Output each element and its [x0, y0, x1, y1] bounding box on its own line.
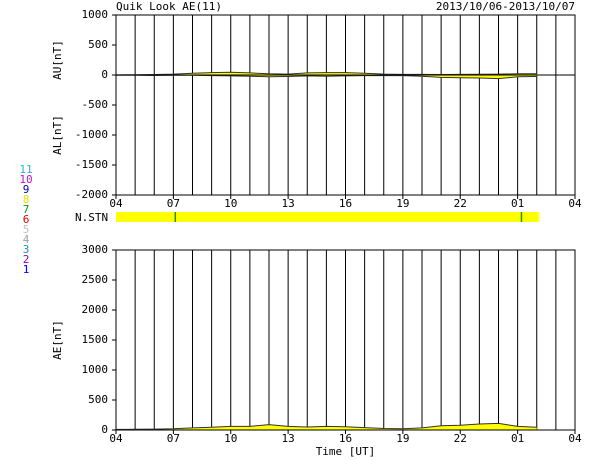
- y-axis-label: AL[nT]: [51, 115, 64, 155]
- x-axis-label: Time [UT]: [316, 445, 376, 458]
- y-tick-label: 2000: [82, 303, 109, 316]
- area-fill: [116, 75, 537, 79]
- y-axis-label: AU[nT]: [51, 40, 64, 80]
- station-legend-item: 9: [23, 183, 30, 196]
- y-tick-label: -500: [82, 98, 109, 111]
- station-legend-item: 2: [23, 253, 30, 266]
- y-tick-label: 500: [88, 393, 108, 406]
- x-tick-label: 04: [568, 197, 582, 210]
- plot-border: [115, 249, 576, 431]
- station-legend-item: 10: [19, 173, 32, 186]
- y-tick-label: 500: [88, 38, 108, 51]
- x-tick-label: 10: [224, 197, 237, 210]
- y-tick-label: -1000: [75, 128, 108, 141]
- x-tick-label: 01: [511, 197, 524, 210]
- chart-subtitle: 2013/10/06-2013/10/07: [436, 0, 575, 13]
- x-tick-label: 04: [109, 197, 123, 210]
- station-legend-item: 5: [23, 223, 30, 236]
- y-tick-label: 2500: [82, 273, 109, 286]
- x-tick-label: 01: [511, 432, 524, 445]
- x-tick-label: 19: [396, 197, 409, 210]
- x-tick-label: 22: [454, 197, 467, 210]
- area-fill: [116, 72, 537, 75]
- x-tick-label: 13: [282, 197, 295, 210]
- y-tick-label: 1500: [82, 333, 109, 346]
- station-legend-item: 6: [23, 213, 30, 226]
- station-legend-item: 8: [23, 193, 30, 206]
- y-tick-label: 0: [101, 423, 108, 436]
- y-tick-label: 3000: [82, 243, 109, 256]
- station-legend-item: 4: [23, 233, 30, 246]
- station-legend-item: 1: [23, 263, 30, 276]
- chart-title: Quik Look AE(11): [116, 0, 222, 13]
- x-tick-label: 22: [454, 432, 467, 445]
- plot-border: [115, 14, 576, 196]
- y-tick-label: 1000: [82, 8, 109, 21]
- nstn-label: N.STN: [75, 211, 108, 224]
- x-tick-label: 04: [568, 432, 582, 445]
- x-tick-label: 16: [339, 197, 352, 210]
- x-tick-label: 13: [282, 432, 295, 445]
- x-tick-label: 07: [167, 197, 180, 210]
- nstn-bar: [116, 212, 539, 222]
- area-line: [115, 422, 537, 430]
- y-tick-label: -2000: [75, 188, 108, 201]
- station-legend-item: 11: [19, 163, 32, 176]
- y-tick-label: 0: [101, 68, 108, 81]
- x-tick-label: 10: [224, 432, 237, 445]
- station-legend-item: 3: [23, 243, 30, 256]
- x-tick-label: 16: [339, 432, 352, 445]
- x-tick-label: 19: [396, 432, 409, 445]
- x-tick-label: 04: [109, 432, 123, 445]
- station-legend-item: 7: [23, 203, 30, 216]
- y-axis-label: AE[nT]: [51, 320, 64, 360]
- x-tick-label: 07: [167, 432, 180, 445]
- y-tick-label: 1000: [82, 363, 109, 376]
- y-tick-label: -1500: [75, 158, 108, 171]
- area-line: [115, 71, 537, 76]
